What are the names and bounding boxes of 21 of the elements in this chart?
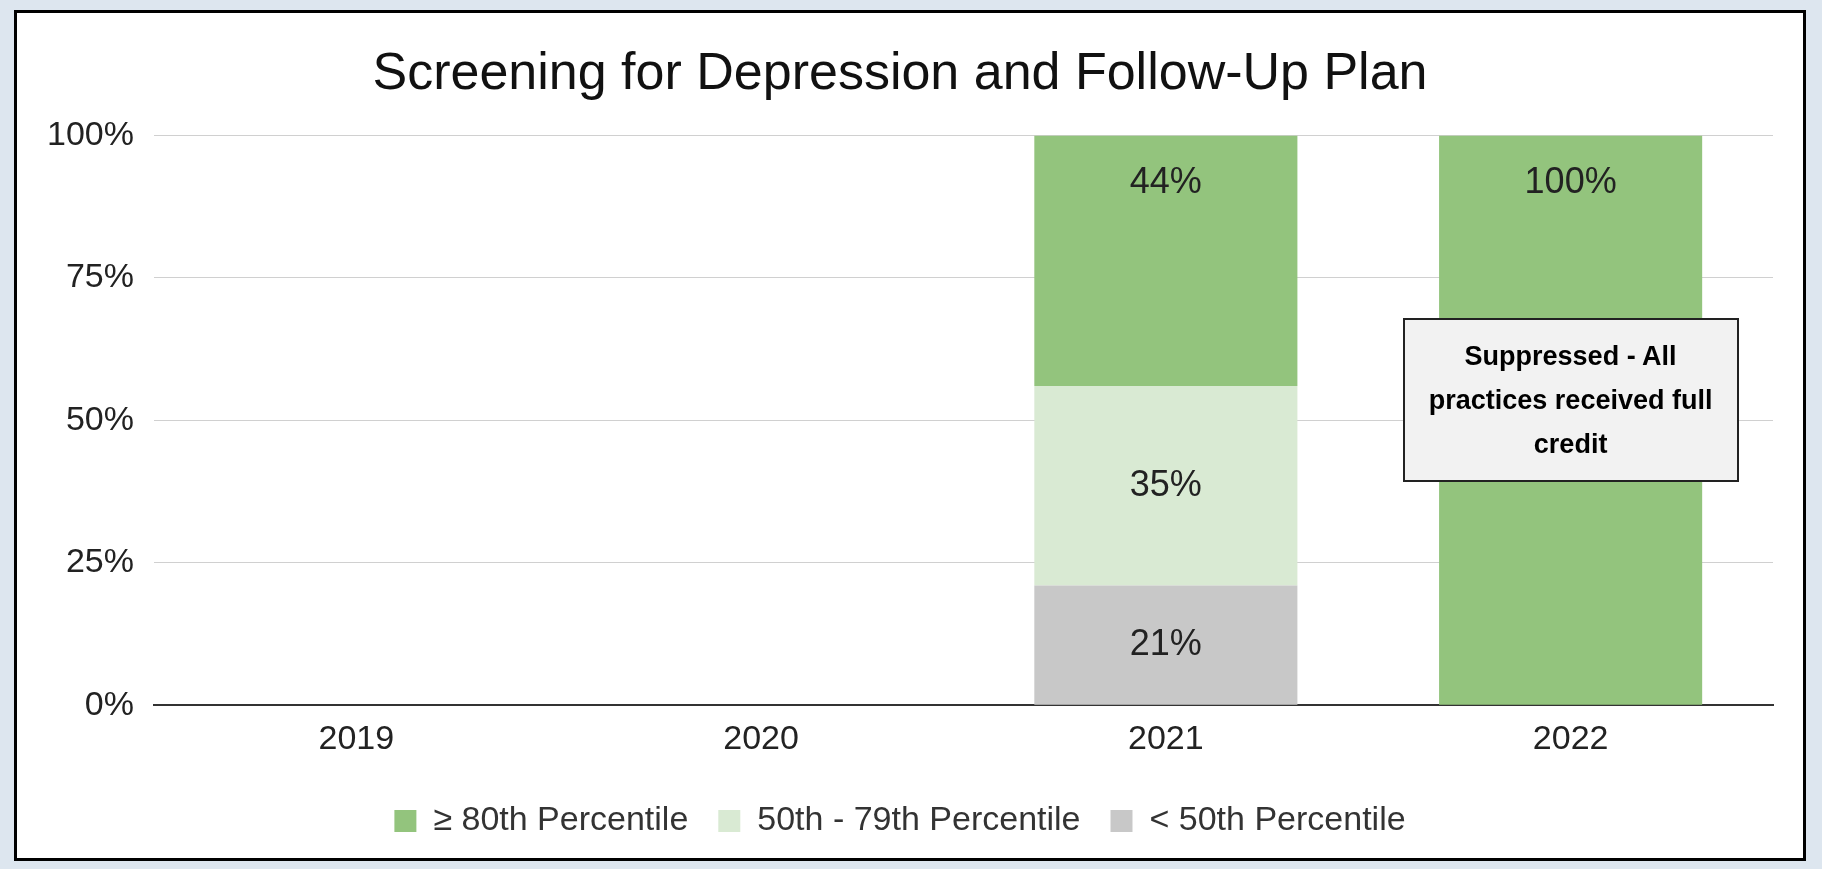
x-tick-label: 2021 — [1128, 717, 1204, 756]
y-tick-label: 50% — [65, 398, 134, 437]
bar — [1034, 386, 1298, 586]
chart-title: Screening for Depression and Follow-Up Plan — [372, 41, 1428, 100]
y-tick-label: 0% — [84, 683, 134, 722]
legend-label: ≥ 80th Percentile — [433, 799, 689, 838]
data-label: 100% — [1524, 160, 1617, 202]
data-label: 21% — [1129, 622, 1202, 664]
y-tick-label: 100% — [46, 113, 134, 152]
x-tick-label: 2022 — [1532, 717, 1609, 756]
y-tick-label: 75% — [65, 256, 134, 295]
x-tick-label: 2020 — [723, 717, 799, 756]
bar — [1034, 135, 1298, 387]
y-tick-label: 25% — [65, 541, 134, 580]
data-label: 44% — [1129, 160, 1202, 202]
data-label: 35% — [1129, 462, 1202, 504]
legend-label: 50th - 79th Percentile — [757, 799, 1081, 838]
note-box: Suppressed - All practices received full credit — [1402, 318, 1739, 483]
bar — [1034, 585, 1298, 705]
x-tick-label: 2019 — [318, 717, 395, 756]
legend-label: < 50th Percentile — [1149, 799, 1406, 838]
